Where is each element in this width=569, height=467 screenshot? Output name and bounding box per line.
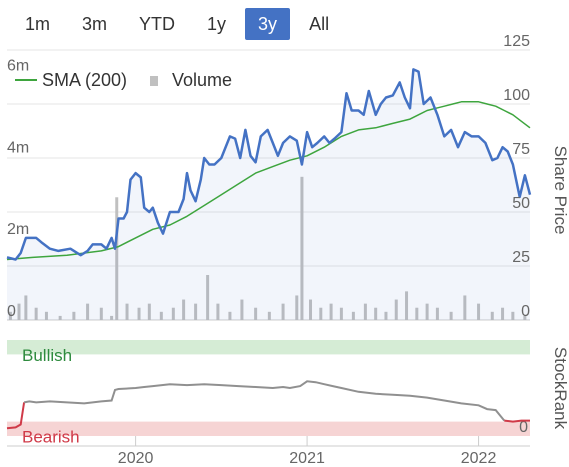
- stockrank-axis-title: StockRank: [551, 347, 569, 430]
- volume-bar: [523, 315, 527, 320]
- price-area-fill: [7, 69, 530, 321]
- volume-bar: [295, 295, 299, 320]
- volume-bar: [182, 299, 186, 320]
- volume-bar: [240, 299, 244, 320]
- volume-tick-label: 0: [7, 303, 16, 320]
- volume-bar: [216, 303, 220, 320]
- range-tab-ytd[interactable]: YTD: [139, 14, 176, 34]
- stockrank-panel: Bullish Bearish 0: [6, 340, 530, 447]
- volume-ticks: 6m 4m 2m 0: [7, 58, 29, 320]
- volume-bar: [449, 311, 453, 320]
- volume-bar: [405, 291, 409, 320]
- volume-bar: [115, 197, 119, 320]
- volume-legend-swatch: [150, 76, 158, 86]
- range-tab-1m[interactable]: 1m: [25, 14, 51, 34]
- range-tab-all[interactable]: All: [309, 14, 330, 34]
- volume-bar: [351, 311, 355, 320]
- volume-bar: [435, 307, 439, 320]
- volume-bars: [8, 176, 527, 320]
- bullish-band: [7, 340, 530, 355]
- volume-bar: [463, 295, 467, 320]
- price-tick-label: 50: [512, 195, 530, 212]
- volume-bar: [228, 311, 232, 320]
- volume-bar: [254, 307, 258, 320]
- stockrank-line-bearish: [6, 402, 26, 430]
- volume-bar: [501, 307, 505, 320]
- volume-bar: [147, 303, 151, 320]
- volume-bar: [206, 275, 210, 320]
- volume-bar: [72, 311, 76, 320]
- volume-bar: [86, 303, 90, 320]
- volume-bar: [99, 307, 103, 320]
- volume-bar: [8, 311, 12, 320]
- volume-bar: [267, 311, 271, 320]
- share-price-axis-title: Share Price: [551, 146, 569, 235]
- volume-bar: [159, 311, 163, 320]
- volume-bar: [309, 299, 313, 320]
- volume-bar: [384, 311, 388, 320]
- volume-tick-label: 6m: [7, 58, 29, 75]
- volume-bar: [17, 303, 21, 320]
- volume-bar: [319, 307, 323, 320]
- volume-bar: [394, 299, 398, 320]
- share-price-ticks: 125 100 75 50 25 0: [503, 33, 530, 320]
- range-selector: 1m 3m YTD 1y 3y All: [12, 8, 348, 40]
- volume-bar: [339, 307, 343, 320]
- volume-bar: [300, 176, 304, 320]
- price-tick-label: 0: [521, 303, 530, 320]
- volume-bar: [137, 307, 141, 320]
- price-tick-label: 125: [503, 33, 530, 50]
- volume-bar: [194, 303, 198, 320]
- volume-bar: [415, 307, 419, 320]
- sma-legend-label: SMA (200): [42, 70, 127, 90]
- sma-200-line: [6, 101, 531, 261]
- volume-bar: [363, 303, 367, 320]
- volume-bar: [490, 311, 494, 320]
- volume-bar: [374, 307, 378, 320]
- volume-bar: [171, 307, 175, 320]
- range-tab-1y[interactable]: 1y: [207, 14, 227, 34]
- volume-bar: [110, 315, 114, 320]
- volume-tick-label: 2m: [7, 221, 29, 238]
- bearish-band: [7, 421, 530, 436]
- volume-bar: [511, 311, 515, 320]
- volume-tick-label: 4m: [7, 139, 29, 156]
- volume-bar: [125, 303, 129, 320]
- stockrank-tick-label: 0: [519, 419, 528, 436]
- volume-bar: [44, 311, 48, 320]
- volume-bar: [329, 303, 333, 320]
- price-gridlines: [7, 49, 530, 321]
- volume-bar: [24, 295, 28, 320]
- range-tab-3y[interactable]: 3y: [245, 8, 291, 40]
- volume-bar: [281, 303, 285, 320]
- volume-bar: [58, 315, 62, 320]
- x-axis: 2020 2021 2022: [7, 436, 530, 467]
- price-tick-label: 75: [512, 141, 530, 158]
- x-tick-label: 2022: [461, 450, 497, 467]
- series-lines: [6, 68, 532, 261]
- x-tick-label: 2021: [289, 450, 325, 467]
- volume-legend-label: Volume: [172, 70, 232, 90]
- volume-bar: [477, 303, 481, 320]
- price-area: [7, 69, 530, 321]
- range-tab-3m[interactable]: 3m: [82, 14, 108, 34]
- price-tick-label: 100: [503, 87, 530, 104]
- price-tick-label: 25: [512, 249, 530, 266]
- volume-bar: [34, 307, 38, 320]
- volume-bar: [425, 303, 429, 320]
- stockrank-line-bearish: [504, 419, 530, 423]
- share-price-line: [6, 68, 532, 261]
- x-tick-label: 2020: [118, 450, 154, 467]
- bearish-label: Bearish: [22, 428, 80, 447]
- legend: SMA (200) Volume: [15, 70, 232, 90]
- stockrank-line: [23, 380, 506, 422]
- bullish-label: Bullish: [22, 346, 72, 365]
